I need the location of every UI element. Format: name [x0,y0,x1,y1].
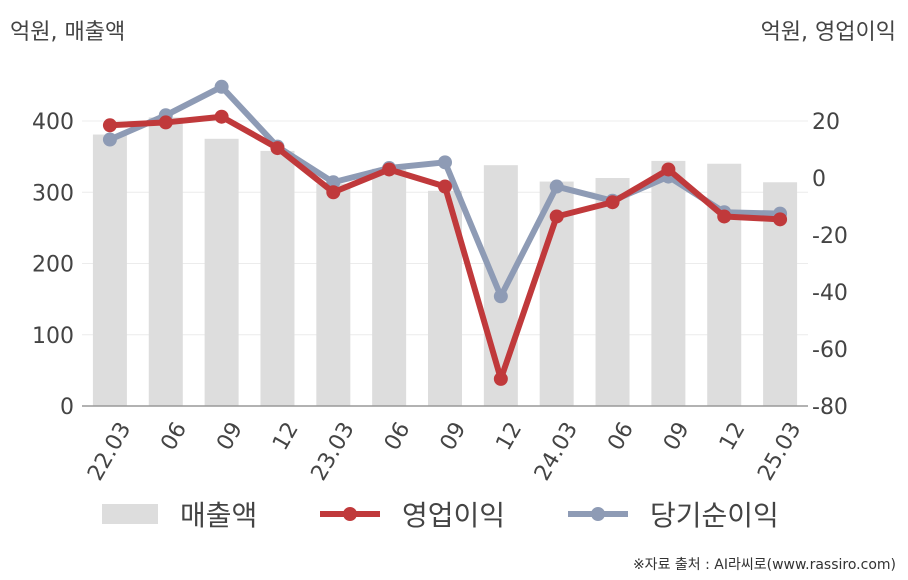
legend-swatch-net-income [568,507,628,521]
operating-profit-point [326,185,341,200]
revenue-bar [595,178,630,406]
revenue-bar [707,163,742,406]
operating-profit-point [549,209,564,224]
x-tick-label: 23.03 [307,418,360,485]
source-note: ※자료 출처 : AI라씨로(www.rassiro.com) [632,557,896,573]
left-axis-unit: 억원, 매출액 [10,20,126,45]
left-tick-label: 200 [32,253,74,278]
right-tick-label: -40 [812,281,848,306]
net-income-point [102,132,117,147]
right-axis-unit: 억원, 영업이익 [760,20,896,45]
x-tick-label: 06 [156,418,192,455]
legend-label-net-income: 당기순이익 [650,499,779,532]
legend-item-revenue: 매출액 [100,492,257,536]
operating-profit-point [605,195,620,210]
revenue-bar [483,165,518,406]
x-tick-label: 22.03 [83,418,136,485]
left-tick-label: 100 [32,324,74,349]
x-tick-label: 24.03 [530,418,583,485]
legend-label-operating-profit: 영업이익 [402,499,506,532]
net-income-point [493,289,508,304]
net-income-point [549,179,564,194]
left-tick-label: 400 [32,110,74,135]
operating-profit-point [493,371,508,386]
x-tick-label: 09 [436,418,472,455]
left-tick-label: 300 [32,181,74,206]
legend-swatch-revenue [102,504,158,524]
x-tick-label: 06 [380,418,416,455]
operating-profit-point [270,141,285,156]
x-tick-label: 12 [492,418,528,455]
legend-swatch-operating-profit [320,507,380,521]
right-tick-label: -60 [812,338,848,363]
net-income-point [214,79,229,94]
x-tick-label: 06 [603,418,639,455]
right-tick-label: -80 [812,395,848,420]
right-tick-label: -20 [812,224,848,249]
operating-profit-point [102,118,117,133]
x-tick-label: 25.03 [753,418,806,485]
left-tick-label: 0 [60,395,74,420]
legend-item-net-income: 당기순이익 [566,492,779,536]
revenue-bar [204,138,239,406]
operating-profit-point [158,115,173,130]
net-income-point [438,155,452,170]
operating-profit-point [717,209,732,224]
x-tick-label: 12 [715,418,751,455]
revenue-bar [372,168,407,406]
operating-profit-point [661,162,676,177]
legend-label-revenue: 매출액 [180,499,258,532]
revenue-bar [651,160,686,406]
operating-profit-point [214,109,229,124]
revenue-bar [316,183,351,406]
x-tick-label: 12 [268,418,304,455]
legend: 매출액 영업이익 당기순이익 [0,492,908,536]
revenue-bar [260,150,295,406]
x-tick-label: 09 [659,418,695,455]
right-tick-label: 20 [812,110,840,135]
revenue-bar [92,134,127,406]
operating-profit-point [438,179,452,194]
operating-profit-point [382,162,397,177]
legend-item-operating-profit: 영업이익 [318,492,505,536]
operating-profit-point [773,212,788,227]
revenue-bar [148,117,183,406]
x-tick-label: 09 [212,418,248,455]
right-tick-label: 0 [812,167,826,192]
